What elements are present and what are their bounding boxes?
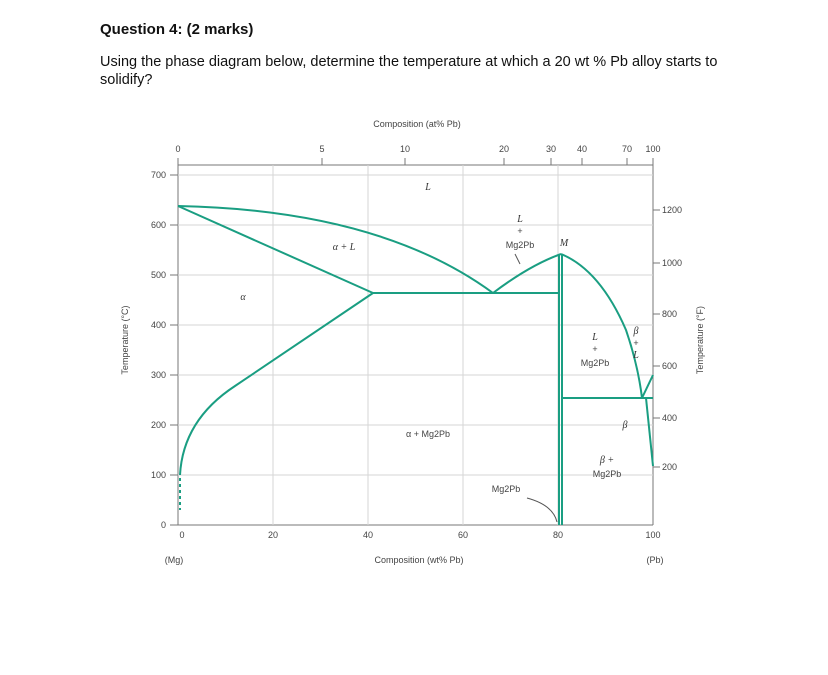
bottom-tick-label: 100 — [645, 530, 660, 540]
liquidus-pb — [642, 375, 653, 398]
top-tick-label: 10 — [400, 144, 410, 154]
top-tick-label: 5 — [319, 144, 324, 154]
region-l-mg2pb-left-1: L — [516, 214, 523, 225]
liquidus-mg2pb-left — [493, 254, 561, 293]
left-tick-label: 200 — [151, 420, 166, 430]
region-alpha-mg2pb: α + Mg2Pb — [406, 429, 450, 439]
left-axis-title: Temperature (°C) — [120, 305, 130, 374]
bottom-tick-label: 20 — [268, 530, 278, 540]
left-tick-label: 700 — [151, 170, 166, 180]
right-tick-label: 600 — [662, 361, 677, 371]
solvus-alpha — [180, 293, 373, 475]
bottom-tick-label: 60 — [458, 530, 468, 540]
region-alpha-liquid: α + L — [333, 242, 356, 253]
left-tick-label: 600 — [151, 220, 166, 230]
liquidus-mg2pb-right — [561, 254, 642, 398]
region-beta-mg2pb-2: Mg2Pb — [593, 469, 622, 479]
right-tick-label: 200 — [662, 462, 677, 472]
region-mg2pb-compound: Mg2Pb — [492, 484, 521, 494]
left-tick-label: 0 — [161, 520, 166, 530]
right-tick-label: 800 — [662, 309, 677, 319]
top-tick-label: 100 — [645, 144, 660, 154]
left-tick-label: 100 — [151, 470, 166, 480]
left-tick-label: 300 — [151, 370, 166, 380]
right-end-label: (Pb) — [646, 555, 663, 565]
bottom-tick-label: 40 — [363, 530, 373, 540]
right-tick-label: 1000 — [662, 258, 682, 268]
bottom-tick-label: 80 — [553, 530, 563, 540]
congruent-point-label: M — [559, 238, 569, 249]
top-tick-label: 0 — [175, 144, 180, 154]
bottom-tick-label: 0 — [179, 530, 184, 540]
bottom-axis-title: Composition (wt% Pb) — [374, 555, 463, 565]
left-tick-label: 400 — [151, 320, 166, 330]
axes-frame — [178, 165, 653, 525]
region-l-mg2pb-right-2: + — [592, 344, 597, 354]
top-tick-label: 20 — [499, 144, 509, 154]
region-l-mg2pb-left-2: + — [517, 226, 522, 236]
beta-solvus — [646, 398, 653, 466]
left-tick-label: 500 — [151, 270, 166, 280]
top-axis-title: Composition (at% Pb) — [373, 119, 461, 129]
region-beta-liquid-1: β — [633, 326, 639, 337]
region-beta: β — [622, 420, 628, 431]
region-beta-liquid-2: + — [633, 338, 638, 348]
region-beta-liquid-3: L — [632, 350, 639, 361]
right-axis-title: Temperature (°F) — [695, 306, 705, 374]
region-l-mg2pb-right-1: L — [591, 332, 598, 343]
region-alpha: α — [240, 292, 246, 303]
region-beta-mg2pb-1: β + — [599, 455, 614, 466]
leader-lines — [515, 254, 557, 522]
top-tick-label: 70 — [622, 144, 632, 154]
region-liquid: L — [424, 182, 431, 193]
right-tick-label: 1200 — [662, 205, 682, 215]
tick-marks — [170, 158, 660, 525]
top-tick-label: 40 — [577, 144, 587, 154]
left-end-label: (Mg) — [165, 555, 184, 565]
right-tick-label: 400 — [662, 413, 677, 423]
region-l-mg2pb-left-3: Mg2Pb — [506, 240, 535, 250]
top-tick-label: 30 — [546, 144, 556, 154]
grid-lines — [178, 165, 653, 525]
region-l-mg2pb-right-3: Mg2Pb — [581, 358, 610, 368]
